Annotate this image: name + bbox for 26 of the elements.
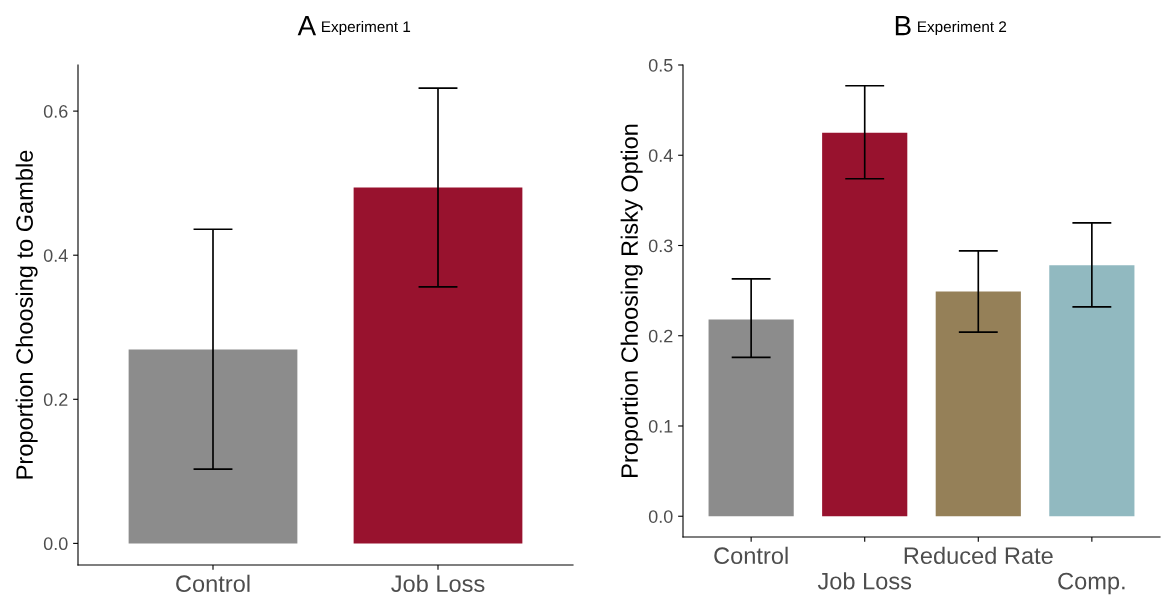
bar xyxy=(1049,265,1135,517)
x-tick-label: Job Loss xyxy=(817,572,912,590)
bar xyxy=(935,291,1021,517)
y-axis-title: Proportion Choosing Risky Option xyxy=(620,124,643,477)
y-tick-label: 0.2 xyxy=(43,393,68,407)
x-tick-label: Job Loss xyxy=(391,574,485,593)
y-tick-label: 0.4 xyxy=(43,249,68,262)
x-tick-label: Comp. xyxy=(1058,572,1125,595)
y-tick-label: 0.1 xyxy=(648,419,673,433)
y-tick-label: 0.4 xyxy=(648,149,673,162)
y-axis-title: Proportion Choosing to Gamble xyxy=(15,150,38,479)
x-tick-label: Control xyxy=(714,546,788,565)
chart-title: B xyxy=(895,16,911,36)
chart-subtitle: Experiment 2 xyxy=(918,20,1007,36)
y-tick-label: 0.2 xyxy=(648,329,673,343)
y-tick-label: 0.6 xyxy=(43,105,68,118)
y-tick-label: 0.0 xyxy=(648,510,673,523)
chart-title: A xyxy=(297,16,317,36)
bar xyxy=(708,319,794,517)
x-tick-label: Control xyxy=(176,574,250,593)
x-tick-label: Reduced Rate xyxy=(904,546,1053,565)
y-tick-label: 0.0 xyxy=(43,537,68,551)
bar xyxy=(822,132,908,517)
chart-subtitle: Experiment 1 xyxy=(322,20,411,36)
y-tick-label: 0.3 xyxy=(648,239,673,253)
y-tick-label: 0.5 xyxy=(648,58,673,72)
